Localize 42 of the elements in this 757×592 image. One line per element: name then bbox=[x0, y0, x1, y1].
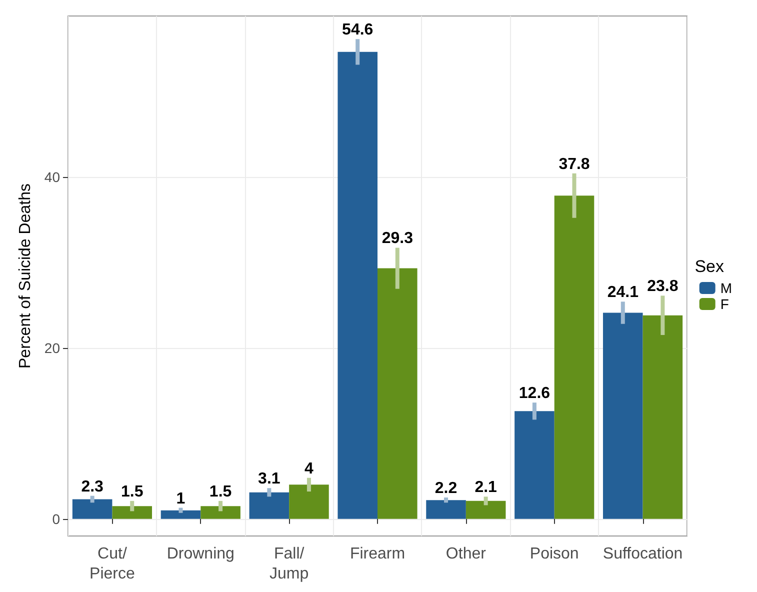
x-tick-label: Fall/ Jump bbox=[270, 546, 309, 582]
data-label: 1 bbox=[176, 490, 186, 508]
legend-label: F bbox=[720, 296, 729, 312]
bar bbox=[602, 312, 643, 519]
bar bbox=[426, 500, 466, 519]
data-label: 1.5 bbox=[120, 483, 144, 500]
data-label: 37.8 bbox=[558, 156, 590, 173]
bar bbox=[112, 506, 152, 519]
data-label: 4 bbox=[304, 460, 314, 478]
bar bbox=[642, 315, 683, 519]
bar bbox=[554, 196, 594, 519]
y-axis-title: Percent of Suicide Deaths bbox=[17, 184, 34, 368]
x-tick-label: Firearm bbox=[350, 546, 406, 562]
legend-title: Sex bbox=[694, 257, 724, 276]
bar bbox=[289, 484, 329, 519]
data-label: 24.1 bbox=[607, 284, 639, 302]
bar bbox=[378, 268, 418, 519]
bar bbox=[466, 500, 506, 519]
x-tick-label: Other bbox=[446, 546, 487, 562]
data-label: 54.6 bbox=[342, 22, 374, 39]
legend-label: M bbox=[720, 280, 732, 296]
bar bbox=[200, 506, 240, 519]
data-label: 12.6 bbox=[518, 385, 550, 402]
data-label: 23.8 bbox=[647, 278, 678, 296]
x-tick-label: Drowning bbox=[166, 546, 234, 562]
x-tick-label: Suffocation bbox=[602, 546, 683, 562]
bar bbox=[72, 499, 112, 519]
bar bbox=[338, 52, 378, 519]
x-tick-label: Poison bbox=[530, 546, 579, 562]
data-label: 1.5 bbox=[209, 483, 232, 500]
bar bbox=[249, 492, 290, 519]
x-tick-label: Cut/ Pierce bbox=[90, 546, 135, 582]
bar bbox=[514, 411, 554, 519]
data-label: 29.3 bbox=[382, 230, 414, 248]
y-tick-label: 40 bbox=[44, 168, 60, 185]
data-label: 3.1 bbox=[258, 470, 280, 488]
data-label: 2.3 bbox=[81, 478, 104, 496]
y-tick-label: 0 bbox=[52, 510, 60, 527]
bar bbox=[160, 510, 201, 519]
data-label: 2.1 bbox=[474, 479, 498, 496]
data-label: 2.2 bbox=[434, 480, 458, 498]
y-tick-label: 20 bbox=[44, 340, 60, 356]
